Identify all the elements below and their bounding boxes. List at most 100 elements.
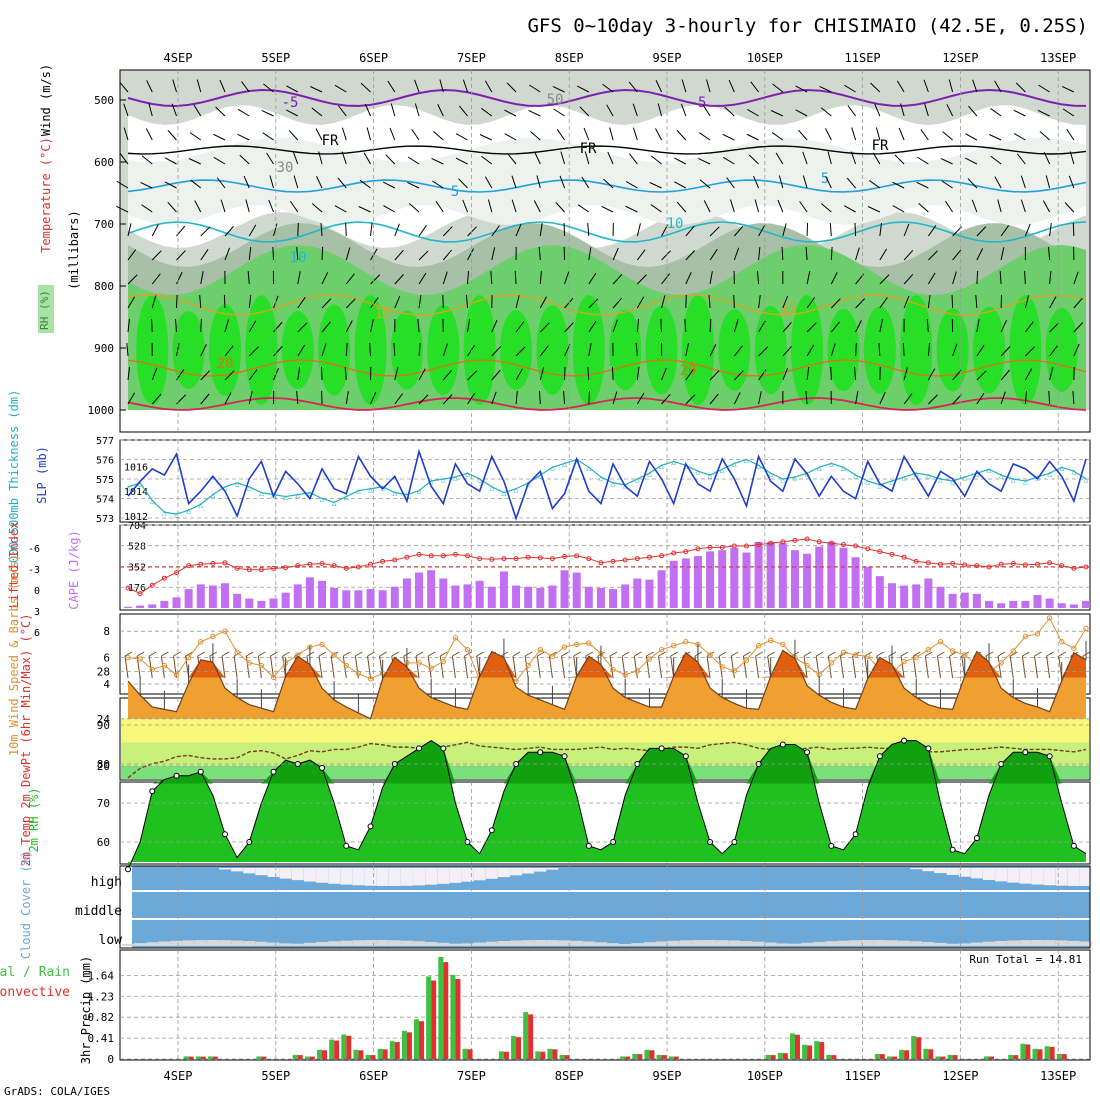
wind10m-point	[1034, 631, 1041, 637]
wind-barb	[1049, 322, 1060, 333]
wind-barb	[167, 202, 177, 213]
lifted-index-point	[125, 585, 131, 591]
cloud-low-cell	[679, 940, 692, 946]
wind-barb	[200, 393, 210, 405]
wind-barb	[151, 367, 158, 381]
wind-barb	[215, 106, 226, 117]
wind-barb	[588, 272, 597, 285]
lifted-index-point	[974, 563, 980, 569]
rh2m-tick-label: 60	[97, 836, 110, 849]
wind-barb	[830, 272, 838, 285]
wind-barb	[393, 342, 396, 357]
wind-barb	[151, 295, 157, 309]
wind-barb	[827, 151, 832, 165]
wind-barb	[345, 320, 353, 333]
wind10m-point	[452, 635, 459, 641]
cape-bar	[1045, 598, 1054, 608]
wind10m-point	[707, 652, 713, 658]
cape-bar	[160, 600, 169, 608]
wind-barb	[976, 319, 980, 333]
date-label-bottom: 8SEP	[555, 1069, 584, 1083]
lifted-index-point	[368, 561, 374, 567]
wind-barb	[806, 271, 811, 285]
thickness-point: △	[938, 475, 943, 484]
date-label-bottom: 10SEP	[747, 1069, 783, 1083]
cloud-low-cell	[946, 943, 959, 946]
wind-barb	[635, 343, 638, 357]
cloud-high-cell	[303, 868, 316, 882]
cloud-low-cell	[934, 942, 947, 946]
wind-barb	[127, 249, 137, 261]
cloud-low-cell	[558, 940, 571, 946]
cape-bar	[900, 585, 909, 608]
cape-bar	[487, 586, 496, 608]
wind-barb	[1045, 175, 1051, 189]
surface-wind-barb	[270, 655, 275, 679]
wind10m-point	[937, 639, 944, 645]
wind10m-point	[549, 653, 556, 659]
cloud-low-cell	[825, 941, 838, 946]
cloud-low-cell	[607, 943, 620, 946]
wind-barb	[892, 205, 905, 213]
surface-wind-barb-flag	[646, 651, 654, 657]
wind10m-point	[125, 654, 131, 661]
wind-barb	[894, 154, 905, 165]
wind-barb	[247, 271, 250, 285]
wind-barb	[802, 151, 808, 165]
cloud-high-cell	[922, 868, 935, 872]
wind-barb	[699, 132, 711, 141]
wind-barb	[296, 391, 299, 405]
isoline-4	[127, 294, 1087, 316]
wind-barb	[127, 274, 138, 285]
lifted-index-point	[828, 540, 834, 546]
lifted-index-point	[574, 553, 580, 559]
temp-tick-label: 28	[97, 666, 110, 679]
contour-label: FR	[322, 133, 339, 149]
wind10m-point	[416, 660, 422, 666]
wind-barb	[151, 224, 159, 237]
wind-barb	[903, 367, 908, 381]
wind-barb	[802, 175, 808, 189]
cape-bar	[815, 546, 824, 608]
precip-bar-convective	[540, 1051, 546, 1059]
cape-bar	[208, 585, 217, 608]
surface-wind-barb-flag	[343, 651, 351, 657]
cape-bar	[184, 589, 193, 608]
wind-barb	[418, 343, 421, 357]
wind-barb	[1020, 175, 1026, 189]
surface-wind-barb	[827, 655, 832, 679]
cloud-high-cell	[1080, 868, 1092, 886]
lifted-index-point	[283, 565, 289, 571]
wind-barb	[176, 343, 180, 357]
rh2m-tick-label: 70	[97, 797, 110, 810]
wind10m-point	[852, 652, 859, 658]
wind-barb	[777, 199, 784, 213]
lifted-index-point	[610, 558, 616, 564]
wind-barb	[539, 296, 547, 309]
lifted-index-point	[816, 539, 822, 545]
precip-bar-convective	[358, 1050, 364, 1059]
cloud-low-cell	[704, 940, 717, 946]
precip-bar-total	[462, 1048, 468, 1059]
wind10m-point	[185, 654, 192, 661]
wind-barb	[484, 80, 493, 93]
wind-barb	[903, 274, 914, 285]
rh-saturated-cell	[1045, 308, 1078, 392]
wind-barb	[239, 154, 250, 165]
cape-bar	[875, 576, 884, 608]
wind-barb	[674, 157, 687, 165]
cape-bar	[281, 592, 290, 608]
wind-barb	[224, 392, 232, 405]
wind-barb	[952, 343, 958, 357]
precip-bar-convective	[1061, 1054, 1067, 1059]
cloud-high-cell	[279, 868, 292, 879]
wind-barb	[965, 133, 978, 141]
lifted-index-point	[271, 565, 277, 571]
wind-barb	[994, 80, 1002, 93]
thickness-tick-label: 574	[96, 495, 114, 506]
surface-wind-barb-flag	[621, 651, 630, 657]
wind-barb	[709, 318, 712, 333]
cloud-low-cell	[995, 940, 1008, 946]
precip-bar-total	[765, 1054, 771, 1059]
cape-bar	[536, 587, 545, 608]
